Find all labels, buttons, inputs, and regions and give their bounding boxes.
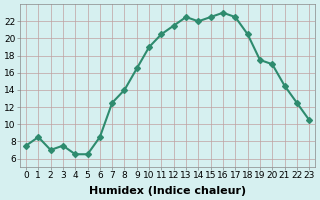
X-axis label: Humidex (Indice chaleur): Humidex (Indice chaleur) (89, 186, 246, 196)
